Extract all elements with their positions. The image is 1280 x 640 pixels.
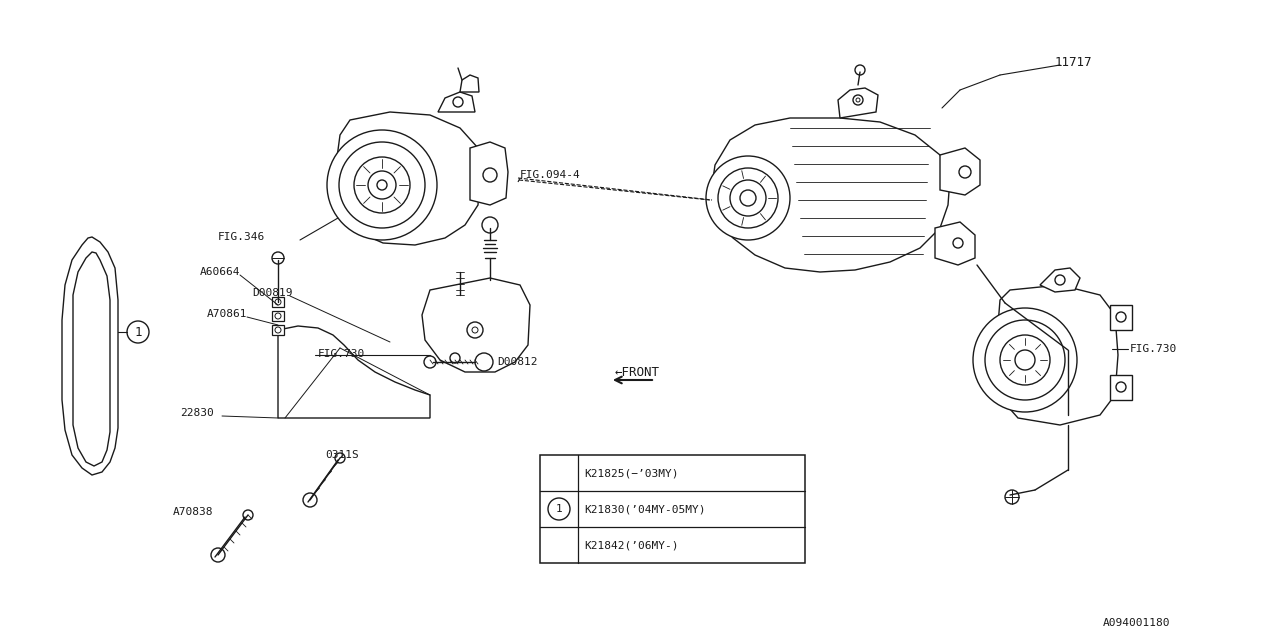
Circle shape: [483, 217, 498, 233]
Circle shape: [275, 299, 282, 305]
Polygon shape: [1039, 268, 1080, 292]
Text: K21830(’04MY-05MY): K21830(’04MY-05MY): [584, 504, 705, 514]
Polygon shape: [422, 278, 530, 372]
Text: A094001180: A094001180: [1103, 618, 1170, 628]
Text: FIG.094-4: FIG.094-4: [520, 170, 581, 180]
Circle shape: [1015, 350, 1036, 370]
Text: FIG.346: FIG.346: [218, 232, 265, 242]
Bar: [273, 325, 284, 335]
Text: FIG.730: FIG.730: [1130, 344, 1178, 354]
Circle shape: [369, 171, 396, 199]
Text: 22830: 22830: [180, 408, 214, 418]
Circle shape: [424, 356, 436, 368]
Circle shape: [453, 97, 463, 107]
Text: ←FRONT: ←FRONT: [614, 365, 660, 378]
Circle shape: [275, 327, 282, 333]
Circle shape: [339, 142, 425, 228]
Polygon shape: [710, 118, 950, 272]
Polygon shape: [278, 326, 430, 418]
Polygon shape: [73, 252, 110, 466]
Circle shape: [707, 156, 790, 240]
Circle shape: [1000, 335, 1050, 385]
Polygon shape: [934, 222, 975, 265]
Text: A70838: A70838: [173, 507, 214, 517]
Circle shape: [855, 65, 865, 75]
Circle shape: [718, 168, 778, 228]
Text: 1: 1: [134, 326, 142, 339]
Polygon shape: [438, 92, 475, 112]
Circle shape: [986, 320, 1065, 400]
Circle shape: [211, 548, 225, 562]
Polygon shape: [470, 142, 508, 205]
Circle shape: [954, 238, 963, 248]
Circle shape: [303, 493, 317, 507]
Polygon shape: [838, 88, 878, 118]
Circle shape: [856, 98, 860, 102]
Text: K21842(’06MY-): K21842(’06MY-): [584, 540, 678, 550]
Circle shape: [730, 180, 765, 216]
Bar: [540, 455, 805, 563]
Circle shape: [1116, 382, 1126, 392]
Text: 11717: 11717: [1055, 56, 1093, 68]
Circle shape: [548, 498, 570, 520]
Text: D00819: D00819: [252, 288, 293, 298]
Text: A60664: A60664: [200, 267, 241, 277]
Text: 0311S: 0311S: [325, 450, 358, 460]
Circle shape: [378, 180, 387, 190]
Polygon shape: [61, 237, 118, 475]
Circle shape: [472, 327, 477, 333]
Circle shape: [275, 313, 282, 319]
Circle shape: [326, 130, 436, 240]
Circle shape: [335, 453, 346, 463]
Text: FIG.730: FIG.730: [317, 349, 365, 359]
Bar: [1110, 305, 1132, 330]
Bar: [273, 311, 284, 321]
Bar: [273, 297, 284, 307]
Circle shape: [243, 510, 253, 520]
Bar: [1110, 375, 1132, 400]
Circle shape: [355, 157, 410, 213]
Circle shape: [451, 353, 460, 363]
Text: D00812: D00812: [497, 357, 538, 367]
Circle shape: [959, 166, 972, 178]
Circle shape: [852, 95, 863, 105]
Circle shape: [1116, 312, 1126, 322]
Polygon shape: [460, 75, 479, 92]
Text: 1: 1: [556, 504, 562, 514]
Circle shape: [127, 321, 148, 343]
Polygon shape: [940, 148, 980, 195]
Circle shape: [273, 252, 284, 264]
Circle shape: [475, 353, 493, 371]
Circle shape: [483, 168, 497, 182]
Circle shape: [740, 190, 756, 206]
Circle shape: [1055, 275, 1065, 285]
Circle shape: [1005, 490, 1019, 504]
Text: A70861: A70861: [207, 309, 247, 319]
Polygon shape: [998, 285, 1117, 425]
Circle shape: [973, 308, 1076, 412]
Circle shape: [467, 322, 483, 338]
Polygon shape: [335, 112, 480, 245]
Text: K21825(−’03MY): K21825(−’03MY): [584, 468, 678, 478]
